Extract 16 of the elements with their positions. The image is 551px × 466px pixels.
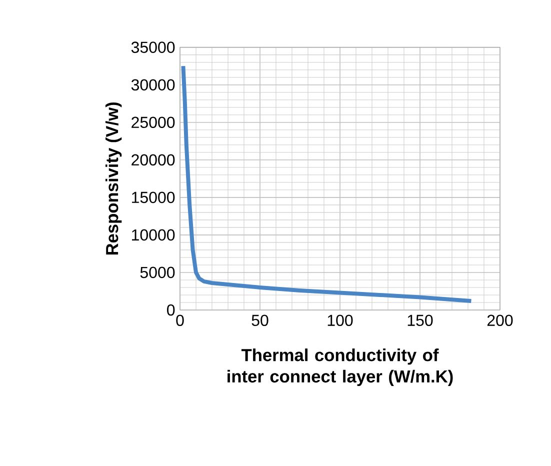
y-tick-label: 30000 [131,79,175,91]
x-axis-title: Thermal conductivity of inter connect layer (W/m.K) [228,348,453,386]
x-tick-label: 150 [408,314,433,326]
x-tick-label: 100 [328,314,353,326]
y-axis-title: Responsivity (V/w) [105,102,122,255]
y-tick-label: 5000 [140,266,175,278]
line-series [181,64,474,303]
y-tick-label: 35000 [131,42,175,53]
x-tick-label: 0 [176,314,184,326]
x-tick-label: 50 [252,314,268,326]
y-tick-label: 15000 [132,192,175,204]
y-tick-label: 0 [167,304,175,316]
y-tick-label: 20000 [132,154,175,166]
y-tick-label: 10000 [132,229,175,241]
x-tick-label: 200 [487,314,513,326]
y-tick-label: 25000 [132,116,175,128]
